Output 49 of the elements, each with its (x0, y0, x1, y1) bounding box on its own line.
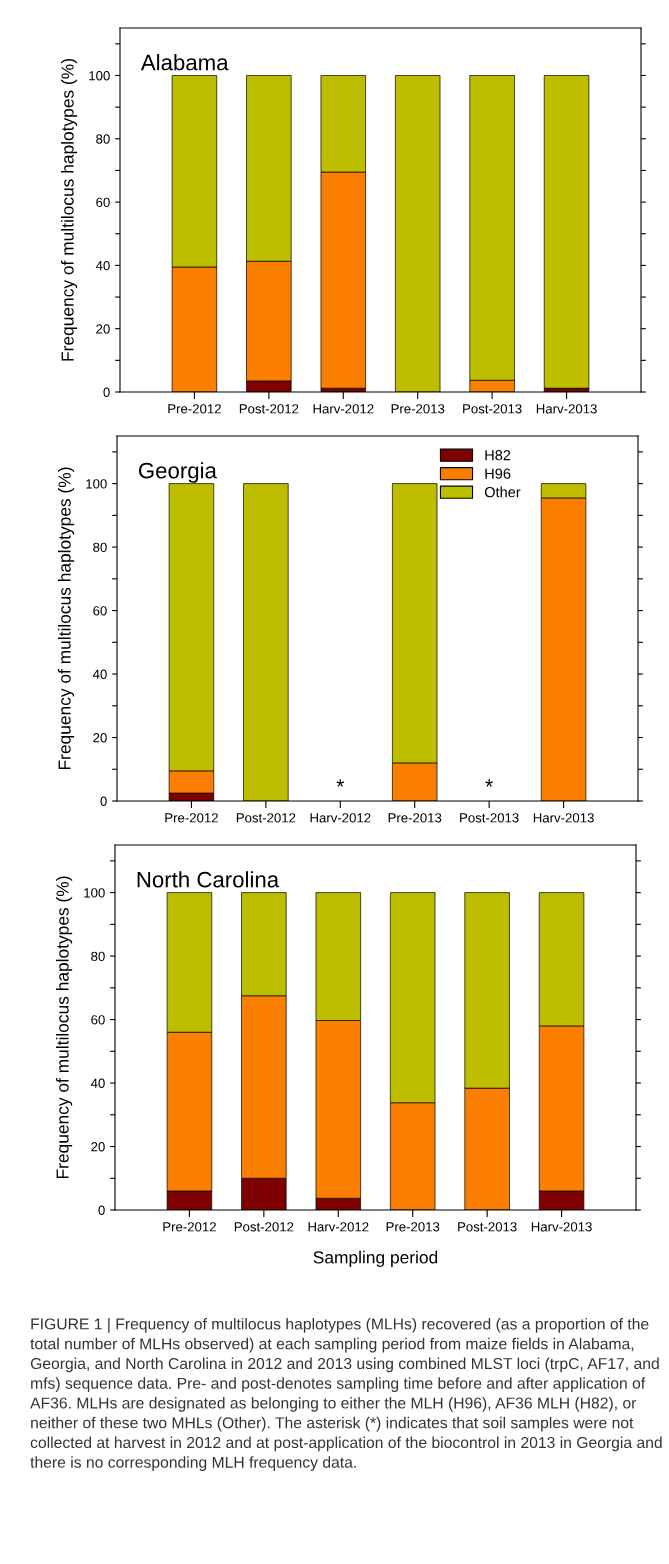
y-tick-label: 0 (100, 796, 107, 806)
y-tick-label: 40 (90, 1078, 105, 1088)
y-axis-title: Frequency of multilocus haplotypes (%) (60, 59, 78, 361)
y-tick-label: 0 (103, 387, 110, 397)
x-tick-label: Pre-2013 (391, 404, 445, 414)
x-tick-label: Harv-2012 (310, 813, 371, 823)
y-tick-label: 80 (91, 951, 105, 961)
x-tick-label: Post-2012 (234, 1222, 294, 1232)
annotation: * (336, 779, 345, 787)
text: Alabama (140, 54, 229, 71)
x-tick-label: Pre-2012 (168, 404, 221, 414)
text: Georgia (138, 462, 217, 483)
y-tick-label: 20 (93, 733, 107, 743)
x-tick-label: Harv-2012 (308, 1222, 369, 1232)
legend-label: H96 (485, 468, 511, 479)
legend-label: H82 (485, 450, 511, 461)
x-tick-label: Harv-2012 (313, 404, 374, 414)
y-tick-label: 100 (84, 888, 105, 898)
y-tick-label: 100 (86, 479, 107, 489)
x-tick-label: Post-2013 (460, 813, 519, 823)
x-tick-label: Post-2013 (463, 404, 522, 414)
y-tick-label: 60 (96, 197, 110, 207)
y-tick-label: 40 (92, 669, 107, 679)
y-tick-label: 80 (96, 134, 110, 144)
y-tick-label: 0 (98, 1205, 105, 1215)
x-tick-label: Pre-2013 (388, 813, 442, 823)
y-axis-title: Frequency of multilocus haplotypes (%) (57, 467, 75, 770)
y-tick-label: 60 (93, 606, 107, 616)
y-tick-label: 60 (91, 1015, 105, 1025)
annotation: * (485, 779, 493, 787)
text: North Carolina (137, 871, 280, 888)
x-tick-label: Harv-2013 (531, 1222, 592, 1232)
y-tick-label: 80 (93, 542, 107, 552)
x-tick-label: Pre-2012 (165, 813, 218, 823)
caption: FIGURE 1 | Frequency of multilocus haplotypes (MLHs) recovered (as a proportion of the total number of MLHs observed) at each sampling period from maize fields in Alabama, Georgia, and North Carolina in 2012 and 2013 using combined MLST loci (trpC, AF17, and mfs) sequence data. Pre- and post-denotes sampling time before and after application of AF36. MLHs are designated as belonging to either the MLH (H96), AF36 MLH (H82), or neither of these two MHLs (Other). The asterisk (*) indicates that soil samples were not collected at harvest in 2012 and at post-application of the biocontrol in 2013 in Georgia and there is no corresponding MLH frequency data. (30, 1318, 662, 1471)
y-tick-label: 100 (89, 71, 110, 81)
x-tick-label: Harv-2013 (536, 404, 597, 414)
legend-label: Other (484, 486, 521, 498)
x-axis-title: Sampling period (313, 1250, 438, 1267)
x-tick-label: Harv-2013 (533, 813, 594, 823)
x-tick-label: Post-2013 (458, 1222, 517, 1232)
y-axis-title: Frequency of multilocus haplotypes (%) (55, 876, 73, 1179)
x-tick-label: Pre-2012 (163, 1222, 216, 1232)
x-tick-label: Post-2012 (236, 813, 296, 823)
y-tick-label: 40 (95, 260, 110, 271)
y-tick-label: 20 (91, 1142, 105, 1152)
y-tick-label: 20 (96, 324, 110, 334)
x-tick-label: Pre-2013 (386, 1222, 440, 1232)
x-tick-label: Post-2012 (239, 404, 299, 414)
